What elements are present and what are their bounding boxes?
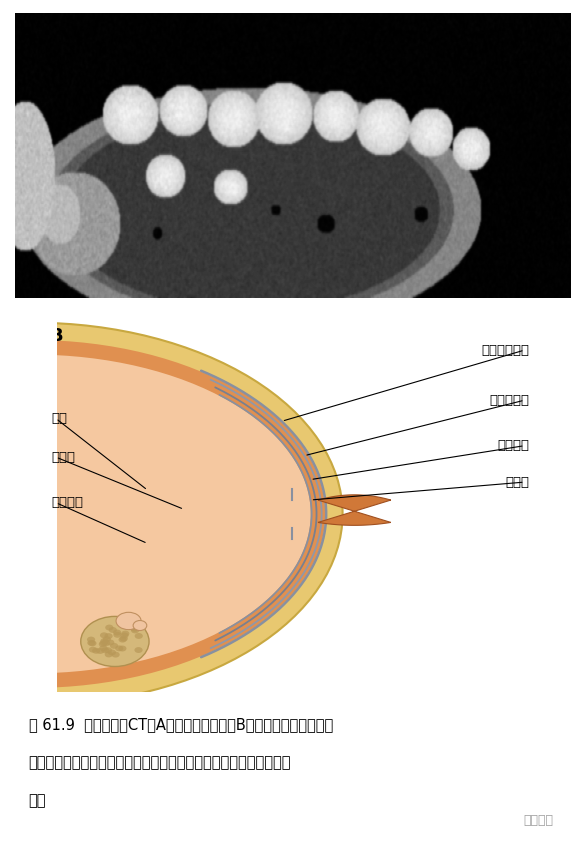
- Ellipse shape: [109, 627, 117, 633]
- Bar: [0, 268, 57, 723]
- Ellipse shape: [120, 635, 128, 641]
- Ellipse shape: [135, 633, 143, 639]
- Ellipse shape: [105, 651, 113, 657]
- Ellipse shape: [99, 640, 108, 645]
- Text: 腹横筋膜: 腹横筋膜: [51, 496, 83, 509]
- Ellipse shape: [100, 632, 108, 638]
- Ellipse shape: [88, 640, 97, 646]
- Ellipse shape: [104, 647, 112, 653]
- Text: 腹直肌: 腹直肌: [51, 451, 75, 464]
- Text: 腹内斜肌: 腹内斜肌: [497, 439, 529, 452]
- Ellipse shape: [116, 613, 141, 629]
- Polygon shape: [318, 495, 391, 525]
- Text: A: A: [20, 26, 33, 44]
- Ellipse shape: [113, 629, 121, 635]
- Text: 图 61.9  腹直肌鞘。CT（A）和腹前壁图解（B），显示脐以下的腹直: 图 61.9 腹直肌鞘。CT（A）和腹前壁图解（B），显示脐以下的腹直: [29, 717, 333, 733]
- Ellipse shape: [96, 648, 104, 654]
- Ellipse shape: [101, 647, 109, 653]
- Ellipse shape: [105, 633, 113, 639]
- Ellipse shape: [0, 354, 311, 673]
- Ellipse shape: [115, 645, 123, 651]
- Ellipse shape: [105, 624, 113, 630]
- Ellipse shape: [118, 645, 126, 651]
- Text: 腹外斜肌腱膜: 腹外斜肌腱膜: [481, 343, 529, 356]
- Ellipse shape: [113, 632, 122, 638]
- Ellipse shape: [112, 651, 120, 657]
- Ellipse shape: [99, 645, 108, 651]
- Text: 白线: 白线: [51, 412, 67, 425]
- Ellipse shape: [110, 643, 118, 649]
- Ellipse shape: [87, 637, 95, 643]
- Ellipse shape: [121, 633, 129, 639]
- Ellipse shape: [87, 640, 95, 645]
- Ellipse shape: [99, 641, 107, 647]
- Ellipse shape: [130, 626, 139, 632]
- Ellipse shape: [103, 636, 111, 642]
- Ellipse shape: [89, 646, 97, 652]
- Ellipse shape: [0, 322, 343, 706]
- Ellipse shape: [121, 630, 129, 636]
- Text: 腹横肌腱膜: 腹横肌腱膜: [489, 393, 529, 407]
- Ellipse shape: [133, 620, 147, 630]
- Ellipse shape: [92, 648, 100, 654]
- Text: 肌鞘构成。在脐以下，腹直肌鞘的后层由腹横筋膜与腹膜外结缔组织: 肌鞘构成。在脐以下，腹直肌鞘的后层由腹横筋膜与腹膜外结缔组织: [29, 755, 291, 770]
- Ellipse shape: [102, 640, 111, 646]
- Ellipse shape: [106, 640, 114, 645]
- Ellipse shape: [101, 638, 109, 644]
- Ellipse shape: [81, 617, 149, 667]
- Ellipse shape: [135, 647, 143, 653]
- Ellipse shape: [0, 340, 325, 688]
- Text: B: B: [49, 327, 63, 345]
- Ellipse shape: [108, 650, 116, 656]
- Ellipse shape: [131, 628, 139, 634]
- Ellipse shape: [119, 637, 127, 643]
- Text: 腹横肌: 腹横肌: [505, 475, 529, 489]
- Bar: [0, 268, 56, 723]
- Text: 熊猫放射: 熊猫放射: [524, 814, 553, 827]
- Text: 构成: 构成: [29, 793, 46, 808]
